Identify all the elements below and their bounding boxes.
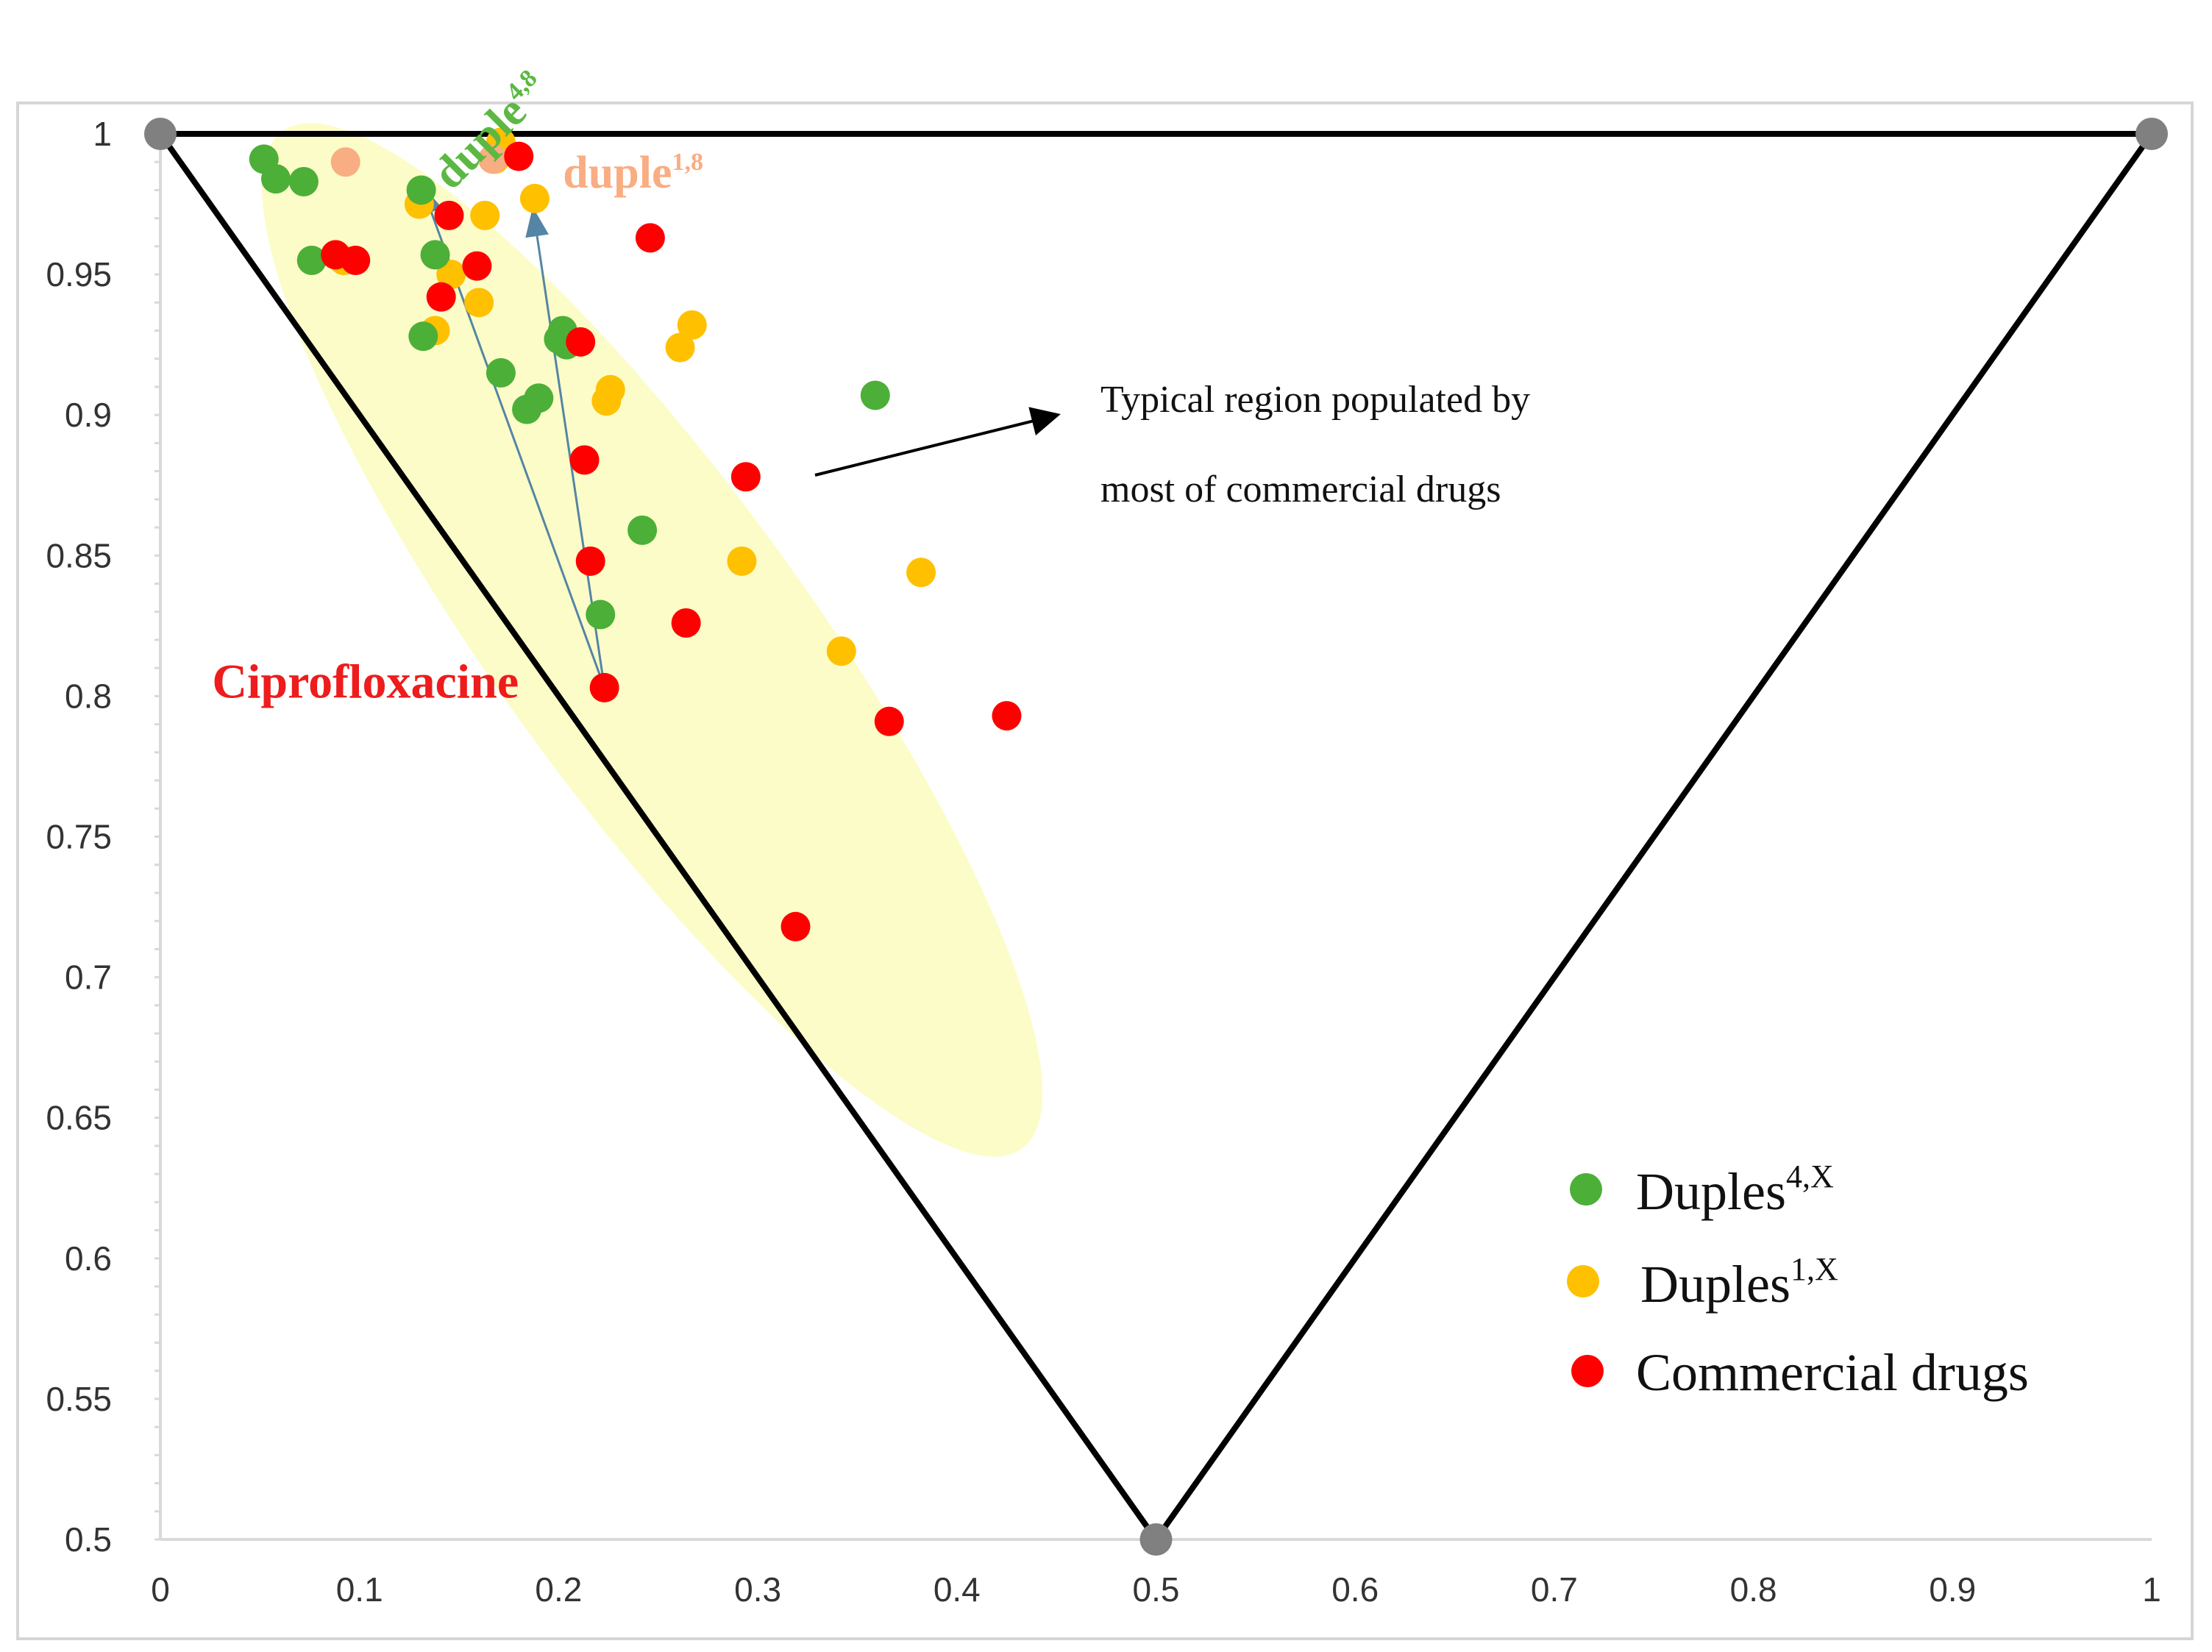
data-point xyxy=(589,672,619,702)
y-tick-label: 0.75 xyxy=(46,818,112,856)
data-point xyxy=(462,251,492,281)
data-point xyxy=(586,599,616,630)
x-tick-label: 0.1 xyxy=(336,1570,383,1609)
data-point xyxy=(860,380,890,410)
x-tick-label: 0 xyxy=(151,1570,170,1609)
triangle-vertex xyxy=(1139,1523,1173,1556)
legend-marker-duples-4x xyxy=(1570,1173,1602,1206)
data-point xyxy=(575,546,605,576)
data-point xyxy=(330,147,360,177)
y-tick-label: 0.6 xyxy=(65,1239,112,1278)
data-point xyxy=(727,546,757,576)
svg-text:duple1,8: duple1,8 xyxy=(563,148,703,198)
pointer-arrow-head xyxy=(525,207,549,238)
data-point xyxy=(677,310,707,340)
y-tick-label: 0.9 xyxy=(65,396,112,434)
legend-marker-duples-1x xyxy=(1567,1265,1599,1297)
data-point xyxy=(261,164,291,194)
data-point xyxy=(665,332,695,363)
y-tick-label: 0.85 xyxy=(46,536,112,574)
region-layer xyxy=(262,123,1043,1157)
y-tick-label: 0.7 xyxy=(65,958,112,997)
data-point xyxy=(341,245,371,275)
data-point xyxy=(486,357,516,388)
annotation-duple-1-8-text: duple xyxy=(563,148,672,198)
x-tick-label: 0.5 xyxy=(1133,1570,1180,1609)
data-point xyxy=(504,141,534,171)
data-point xyxy=(406,175,436,205)
x-tick-label: 0.9 xyxy=(1929,1570,1976,1609)
data-point xyxy=(566,327,596,357)
data-point xyxy=(470,200,500,230)
y-tick-label: 0.95 xyxy=(46,255,112,293)
data-point xyxy=(408,321,438,352)
legend-entry-duples-4x: Duples4,X xyxy=(1636,1158,1834,1221)
annotation-duple-1-8-sup: 1,8 xyxy=(672,149,703,176)
data-point xyxy=(671,608,701,638)
x-tick-label: 1 xyxy=(2142,1570,2161,1609)
typical-region-ellipse xyxy=(262,123,1043,1157)
data-point xyxy=(296,245,327,275)
triangle-edges xyxy=(157,131,2155,1542)
data-point xyxy=(730,462,761,492)
data-point xyxy=(436,260,466,290)
data-point xyxy=(288,166,319,196)
x-tick-label: 0.7 xyxy=(1531,1570,1578,1609)
legend-marker-commercial-drugs xyxy=(1571,1355,1604,1387)
y-tick-label: 0.5 xyxy=(65,1520,112,1559)
data-point xyxy=(434,200,464,230)
data-point xyxy=(826,636,856,666)
axes-layer: 0 0.1 0.2 0.3 0.4 0.5 0.6 0.7 0.8 0.9 1 0.5 0.55 0.6 0… xyxy=(46,115,2161,1609)
annotation-ciprofloxacine: Ciprofloxacine xyxy=(212,655,519,708)
y-tick-label: 0.8 xyxy=(65,677,112,715)
data-point xyxy=(426,282,456,312)
y-tick-label: 1 xyxy=(93,115,112,153)
region-label-arrow xyxy=(814,407,1061,477)
legend: Duples4,X Duples1,X Commercial drugs xyxy=(1567,1158,2029,1402)
triangle-layer xyxy=(144,118,2168,1556)
triangle-vertex xyxy=(2135,118,2168,150)
data-point xyxy=(906,558,936,588)
y-tick-label: 0.55 xyxy=(46,1380,112,1418)
annotation-duple-1-8: duple1,8 xyxy=(563,148,703,198)
legend-entry-duples-1x: Duples1,X xyxy=(1640,1251,1838,1314)
data-point xyxy=(992,701,1022,731)
x-tick-label: 0.2 xyxy=(535,1570,582,1609)
data-point xyxy=(420,240,450,270)
data-point xyxy=(569,445,600,475)
x-tick-label: 0.6 xyxy=(1331,1570,1379,1609)
legend-entry-commercial-drugs: Commercial drugs xyxy=(1636,1343,2029,1402)
region-label-line2: most of commercial drugs xyxy=(1100,469,1501,510)
points-layer xyxy=(249,127,1022,941)
data-point xyxy=(519,183,550,213)
data-point xyxy=(524,383,554,413)
region-label-line1: Typical region populated by xyxy=(1100,379,1530,421)
data-point xyxy=(595,374,625,405)
data-point xyxy=(780,911,811,941)
data-point xyxy=(874,706,904,736)
data-point xyxy=(464,288,494,318)
x-tick-label: 0.3 xyxy=(734,1570,781,1609)
y-tick-label: 0.65 xyxy=(46,1099,112,1137)
data-point xyxy=(478,144,508,174)
data-point xyxy=(627,515,658,545)
x-tick-label: 0.4 xyxy=(933,1570,981,1609)
triangle-vertex xyxy=(144,118,177,150)
x-tick-label: 0.8 xyxy=(1730,1570,1777,1609)
data-point xyxy=(635,223,665,253)
